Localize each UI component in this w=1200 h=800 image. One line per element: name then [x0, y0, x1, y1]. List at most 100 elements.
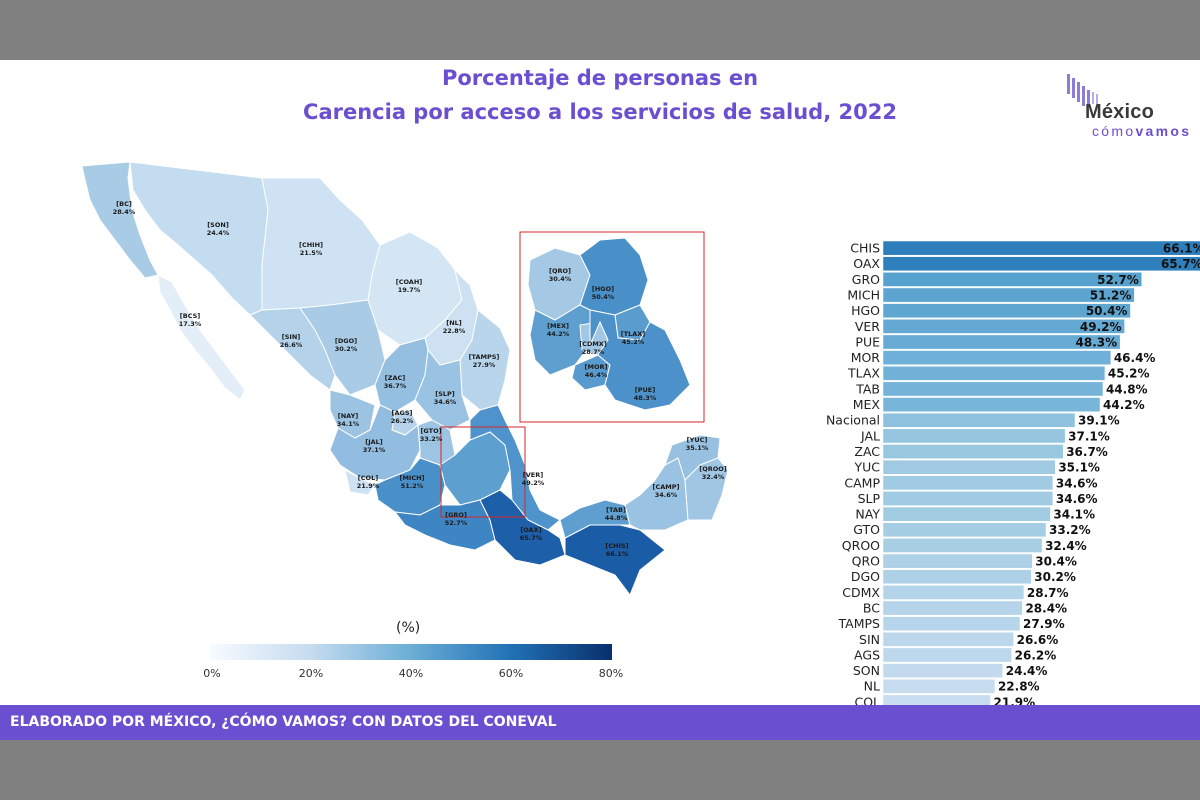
bar-category-label: TAMPS: [838, 616, 881, 631]
map-state-abbr: [COAH]: [396, 278, 423, 286]
map-state-value: 26.2%: [391, 417, 414, 425]
slide: Porcentaje de personas en Carencia por a…: [0, 60, 1200, 740]
map-state-value: 30.2%: [335, 345, 358, 353]
map-state-abbr: [SLP]: [435, 390, 455, 398]
state-oax: [479, 489, 566, 566]
bar-value-label: 28.7%: [1027, 586, 1069, 600]
bar-category-label: VER: [855, 319, 880, 334]
chart-title-line-1: Porcentaje de personas en: [441, 66, 759, 90]
bar-value-label: 34.1%: [1053, 508, 1095, 522]
bar-category-label: TAB: [855, 381, 880, 396]
bar-value-label: 52.7%: [1097, 273, 1139, 287]
map-state-abbr: [QROO]: [699, 465, 727, 473]
map-state-value: 44.8%: [605, 514, 628, 522]
bar: [882, 569, 1032, 585]
bar: [882, 287, 1135, 303]
map-state-value: 28.7%: [582, 348, 605, 356]
map-state-value: 44.2%: [547, 330, 570, 338]
bar-value-label: 30.2%: [1034, 570, 1076, 584]
legend-color-scale: [210, 644, 612, 660]
bar-category-label: AGS: [854, 647, 880, 662]
logo-sub-bold: vamos: [1135, 123, 1192, 139]
map-state-value: 28.4%: [113, 208, 136, 216]
bar: [882, 678, 996, 694]
map-state-value: 21.9%: [357, 482, 380, 490]
inset-state-mex: [529, 304, 591, 376]
legend-tick: 60%: [498, 667, 524, 680]
map-state-value: 22.8%: [443, 327, 466, 335]
bar-value-label: 26.2%: [1015, 648, 1057, 662]
map-state-abbr: [PUE]: [635, 386, 655, 394]
map-state-value: 51.2%: [401, 482, 424, 490]
bar-value-label: 65.7%: [1161, 257, 1200, 271]
map-state-abbr: [MOR]: [585, 363, 608, 371]
footer-source-text: ELABORADO POR MÉXICO, ¿CÓMO VAMOS? CON D…: [10, 714, 557, 730]
state-chis: [564, 524, 666, 597]
bar-value-label: 27.9%: [1023, 617, 1065, 631]
map-state-value: 50.4%: [592, 293, 615, 301]
map-state-value: 46.4%: [585, 371, 608, 379]
bar-category-label: QRO: [852, 554, 881, 569]
zoom-highlight-box: [440, 426, 526, 518]
bar-category-label: PUE: [855, 334, 880, 349]
bar-value-label: 46.4%: [1114, 351, 1156, 365]
map-state-abbr: [DGO]: [335, 337, 357, 345]
map-state-abbr: [MICH]: [399, 474, 424, 482]
state-slp: [414, 348, 471, 431]
bar: [882, 334, 1121, 350]
bar: [882, 585, 1025, 600]
state-bcs: [157, 274, 246, 401]
bar: [882, 475, 1054, 491]
map-label-layer: [BC]28.4% [SON]24.4% [CHIH]21.5% [COAH]19.7…: [113, 200, 727, 558]
bar: [882, 647, 1012, 663]
bar-category-label: SLP: [858, 491, 881, 506]
map-state-value: 45.2%: [622, 338, 645, 346]
bar-category-label: COL: [854, 694, 880, 705]
bar-category-label: DGO: [851, 569, 880, 584]
map-state-abbr: [GRO]: [445, 511, 467, 519]
bar: [882, 428, 1066, 444]
bar: [882, 397, 1101, 412]
bar: [882, 522, 1047, 538]
bar: [882, 600, 1023, 616]
bar-category-label: OAX: [853, 256, 880, 271]
map-state-abbr: [YUC]: [687, 436, 708, 444]
bar-value-label: 45.2%: [1108, 367, 1150, 381]
map-state-abbr: [SON]: [207, 221, 229, 229]
bar-category-label: CAMP: [844, 475, 880, 490]
bar-value-label: 50.4%: [1086, 304, 1128, 318]
bar: [882, 663, 1004, 678]
mexico-como-vamos-logo: [1067, 74, 1098, 107]
map-state-abbr: [SIN]: [282, 333, 301, 341]
map-state-value: 52.7%: [445, 519, 468, 527]
bar: [882, 538, 1043, 553]
map-state-abbr: [OAX]: [520, 526, 541, 534]
map-state-abbr: [ZAC]: [385, 374, 405, 382]
bar: [882, 381, 1104, 397]
legend-tick: 20%: [298, 667, 324, 680]
bar-category-label: ZAC: [854, 444, 880, 459]
ranking-bar-chart: CHIS 66.1% OAX 65.7% GRO 52.7% MICH 51.2% HGO 50.…: [826, 241, 1200, 705]
map-state-value: 17.3%: [179, 320, 202, 328]
bar-category-label: HGO: [851, 303, 880, 318]
map-state-value: 65.7%: [520, 534, 543, 542]
legend-tick: 0%: [203, 667, 221, 680]
bar-category-label: CDMX: [842, 585, 880, 600]
bar-value-label: 37.1%: [1068, 429, 1110, 443]
bar-category-label: SON: [853, 663, 880, 678]
bar-category-label: MICH: [847, 287, 880, 302]
state-col: [344, 469, 376, 496]
bar-category-label: CHIS: [850, 241, 880, 256]
bar-value-label: 30.4%: [1035, 555, 1077, 569]
bar-value-label: 49.2%: [1080, 320, 1122, 334]
bar-category-label: TLAX: [847, 366, 880, 381]
map-state-abbr: [CAMP]: [653, 483, 680, 491]
bar: [882, 506, 1051, 522]
map-state-abbr: [AGS]: [392, 409, 413, 417]
map-state-abbr: [NL]: [446, 319, 462, 327]
bar-value-label: 51.2%: [1090, 288, 1132, 302]
state-qroo: [684, 457, 729, 521]
bar: [882, 256, 1200, 272]
map-state-abbr: [HGO]: [592, 285, 614, 293]
bar-category-label: BC: [863, 600, 880, 615]
